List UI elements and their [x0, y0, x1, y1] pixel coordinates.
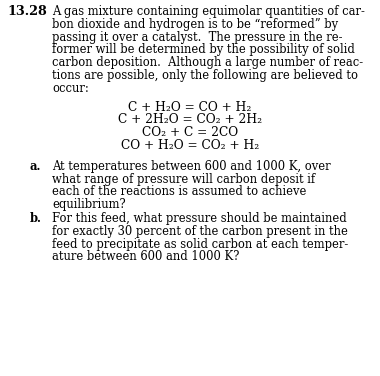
Text: At temperatures between 600 and 1000 K, over: At temperatures between 600 and 1000 K, …: [52, 160, 331, 173]
Text: ature between 600 and 1000 K?: ature between 600 and 1000 K?: [52, 250, 239, 264]
Text: bon dioxide and hydrogen is to be “reformed” by: bon dioxide and hydrogen is to be “refor…: [52, 18, 338, 31]
Text: occur:: occur:: [52, 82, 89, 95]
Text: equilibrium?: equilibrium?: [52, 198, 126, 211]
Text: For this feed, what pressure should be maintained: For this feed, what pressure should be m…: [52, 212, 347, 225]
Text: passing it over a catalyst.  The pressure in the re-: passing it over a catalyst. The pressure…: [52, 30, 342, 44]
Text: carbon deposition.  Although a large number of reac-: carbon deposition. Although a large numb…: [52, 56, 363, 69]
Text: what range of pressure will carbon deposit if: what range of pressure will carbon depos…: [52, 173, 315, 186]
Text: b.: b.: [30, 212, 42, 225]
Text: 13.28: 13.28: [7, 5, 47, 18]
Text: former will be determined by the possibility of solid: former will be determined by the possibi…: [52, 43, 355, 56]
Text: C + 2H₂O = CO₂ + 2H₂: C + 2H₂O = CO₂ + 2H₂: [118, 114, 262, 126]
Text: A gas mixture containing equimolar quantities of car-: A gas mixture containing equimolar quant…: [52, 5, 365, 18]
Text: CO + H₂O = CO₂ + H₂: CO + H₂O = CO₂ + H₂: [121, 139, 259, 152]
Text: a.: a.: [30, 160, 41, 173]
Text: C + H₂O = CO + H₂: C + H₂O = CO + H₂: [128, 101, 252, 114]
Text: for exactly 30 percent of the carbon present in the: for exactly 30 percent of the carbon pre…: [52, 225, 348, 238]
Text: tions are possible, only the following are believed to: tions are possible, only the following a…: [52, 69, 358, 82]
Text: each of the reactions is assumed to achieve: each of the reactions is assumed to achi…: [52, 185, 306, 199]
Text: feed to precipitate as solid carbon at each temper-: feed to precipitate as solid carbon at e…: [52, 238, 348, 250]
Text: CO₂ + C = 2CO: CO₂ + C = 2CO: [142, 126, 238, 139]
